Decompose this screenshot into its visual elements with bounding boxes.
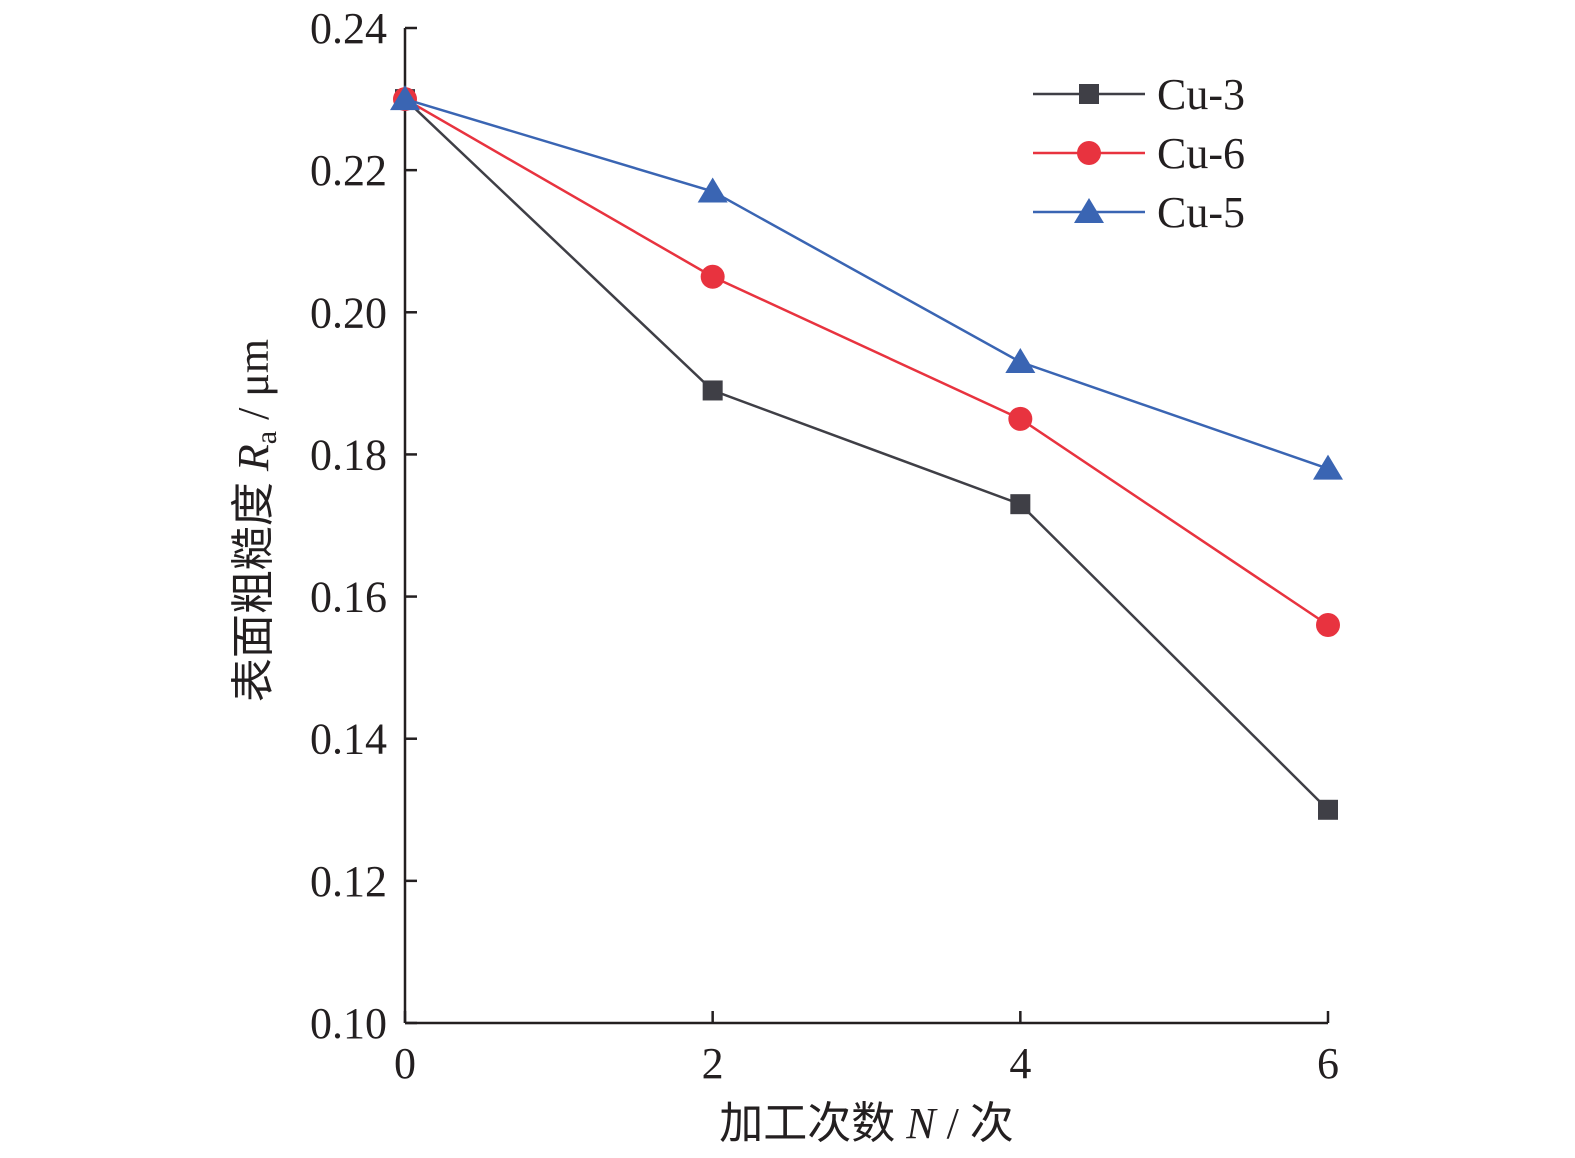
- data-point: [1005, 348, 1036, 374]
- y-axis-title-prefix: 表面粗糙度: [229, 471, 278, 702]
- y-tick-label: 0.18: [310, 430, 387, 479]
- x-tick-label: 2: [702, 1039, 724, 1088]
- y-axis-title: 表面粗糙度 Ra / μm: [229, 339, 283, 702]
- y-tick-label: 0.16: [310, 573, 387, 622]
- data-point: [700, 264, 725, 289]
- legend-item: Cu-6: [1033, 129, 1245, 178]
- legend-label: Cu-6: [1157, 129, 1245, 178]
- y-axis-ticks: 0.10 0.12 0.14 0.16 0.18 0.20 0.22 0.24: [310, 4, 417, 1048]
- data-point: [1313, 454, 1343, 480]
- y-tick-label: 0.22: [310, 146, 387, 195]
- x-tick-label: 0: [394, 1039, 416, 1088]
- y-axis-title-unit: / μm: [229, 339, 278, 431]
- y-tick-label: 0.20: [310, 288, 387, 337]
- data-point: [1008, 406, 1033, 431]
- data-point: [1010, 494, 1031, 515]
- legend-label: Cu-3: [1157, 70, 1245, 119]
- data-point: [390, 85, 420, 111]
- series-cu-5: [390, 85, 1343, 480]
- y-tick-label: 0.10: [310, 999, 387, 1048]
- y-tick-label: 0.24: [310, 4, 387, 53]
- y-axis-title-symbol: R: [229, 444, 278, 472]
- axes: [403, 28, 1328, 1025]
- y-tick-label: 0.14: [310, 715, 387, 764]
- series-line: [404, 97, 1329, 470]
- series-layer: [390, 85, 1343, 820]
- data-point: [697, 177, 728, 203]
- legend-marker: [1074, 198, 1104, 223]
- series-line: [404, 98, 1329, 811]
- legend-item: Cu-3: [1033, 70, 1245, 119]
- legend-label: Cu-5: [1157, 188, 1245, 237]
- x-axis-title: 加工次数 N / 次: [719, 1099, 1014, 1148]
- y-tick-label: 0.12: [310, 857, 387, 906]
- legend-marker: [1079, 84, 1099, 104]
- x-tick-label: 4: [1009, 1039, 1031, 1088]
- x-axis-ticks: 0 2 4 6: [394, 1011, 1339, 1088]
- svg-text:表面粗糙度 Ra / μm: 表面粗糙度 Ra / μm: [229, 339, 283, 702]
- data-point: [702, 380, 723, 401]
- legend-item: Cu-5: [1033, 188, 1245, 237]
- x-tick-label: 6: [1317, 1039, 1339, 1088]
- series-line: [404, 97, 1329, 627]
- y-axis-title-subscript: a: [250, 431, 283, 444]
- data-point: [1316, 613, 1340, 637]
- legend: Cu-3 Cu-6 Cu-5: [1033, 70, 1245, 237]
- legend-marker: [1077, 141, 1101, 165]
- data-point: [1318, 799, 1338, 820]
